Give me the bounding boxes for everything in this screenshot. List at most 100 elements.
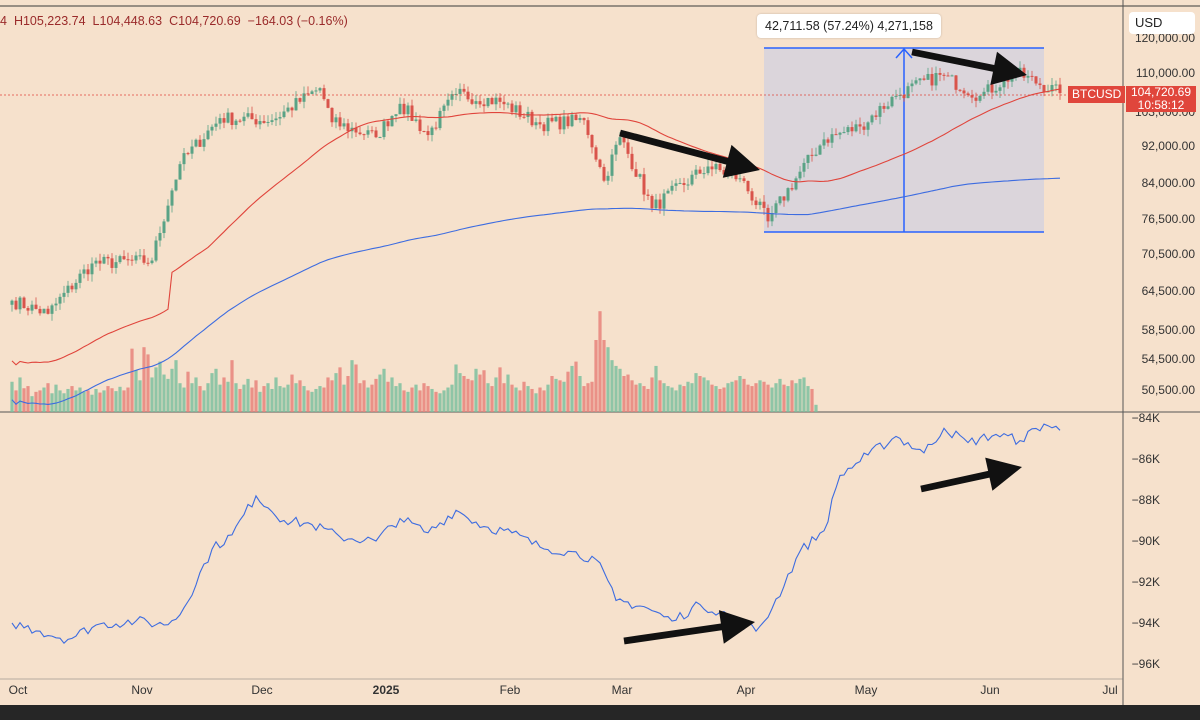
- candle-body: [754, 200, 758, 206]
- chart-canvas[interactable]: 120,000.00110,000.00103,000.0092,000.008…: [0, 0, 1200, 705]
- volume-bar: [786, 386, 790, 412]
- candle-body: [154, 240, 158, 261]
- volume-bar: [662, 383, 666, 412]
- candle-body: [134, 255, 138, 261]
- candle-body: [922, 78, 926, 80]
- arrow-top-right: [911, 48, 1027, 85]
- volume-bar: [370, 384, 374, 412]
- volume-bar: [646, 388, 650, 412]
- candle-body: [518, 105, 522, 117]
- volume-bar: [374, 378, 378, 412]
- volume-bar: [418, 390, 422, 412]
- volume-bar: [470, 380, 474, 412]
- candle-body: [270, 120, 274, 122]
- volume-bar: [302, 386, 306, 412]
- candle-body: [446, 99, 450, 106]
- candle-body: [378, 137, 382, 139]
- volume-bar: [590, 381, 594, 412]
- volume-bar: [78, 387, 82, 412]
- volume-bar: [670, 387, 674, 412]
- volume-bar: [42, 387, 46, 412]
- candle-body: [302, 93, 306, 102]
- volume-bar: [754, 383, 758, 412]
- candle-body: [574, 114, 578, 121]
- volume-bar: [38, 390, 42, 412]
- candle-body: [414, 119, 418, 121]
- candle-body: [282, 111, 286, 118]
- candle-body: [582, 118, 586, 121]
- currency-button[interactable]: USD: [1129, 12, 1195, 34]
- candle-body: [362, 134, 366, 136]
- candle-body: [814, 154, 818, 156]
- candle-body: [886, 106, 890, 109]
- volume-bar: [762, 381, 766, 412]
- annotation-arrows[interactable]: [619, 48, 1027, 645]
- candle-body: [1050, 84, 1054, 92]
- volume-bar: [750, 386, 754, 412]
- candle-body: [606, 175, 610, 181]
- volume-bar: [466, 378, 470, 412]
- price-tick-label: 54,500.00: [1142, 352, 1196, 366]
- candle-body: [794, 178, 798, 190]
- candle-body: [130, 259, 134, 261]
- candle-body: [102, 256, 106, 264]
- candle-body: [946, 75, 950, 77]
- price-tick-label: 84,000.00: [1142, 176, 1196, 190]
- candle-body: [738, 178, 742, 180]
- volume-bar: [278, 386, 282, 412]
- candle-body: [858, 124, 862, 127]
- indicator-line: [11, 423, 1061, 645]
- volume-bar: [402, 390, 406, 412]
- volume-bar: [738, 376, 742, 412]
- volume-bar: [578, 376, 582, 412]
- candle-body: [82, 269, 86, 274]
- volume-bar: [410, 387, 414, 412]
- candle-body: [174, 179, 178, 191]
- volume-bar: [218, 384, 222, 412]
- candle-body: [310, 91, 314, 94]
- volume-bar: [518, 390, 522, 412]
- volume-bar: [94, 388, 98, 412]
- candle-body: [34, 304, 38, 309]
- volume-bar: [46, 383, 50, 412]
- volume-bar: [290, 374, 294, 412]
- candle-body: [462, 88, 466, 92]
- indicator-tick-label: −84K: [1132, 411, 1160, 425]
- time-tick-label: Apr: [737, 683, 756, 697]
- candle-body: [910, 83, 914, 87]
- price-tick-label: 58,500.00: [1142, 323, 1196, 337]
- ohlc-prefix: 4: [0, 14, 7, 28]
- volume-bar: [86, 390, 90, 412]
- candle-body: [38, 308, 42, 314]
- volume-bar: [62, 393, 66, 412]
- measure-label: 42,711.58 (57.24%) 4,271,158: [757, 14, 941, 38]
- volume-bar: [134, 370, 138, 412]
- volume-bar: [170, 368, 174, 412]
- candle-body: [646, 194, 650, 196]
- volume-bar: [534, 393, 538, 412]
- volume-bar: [770, 387, 774, 412]
- candle-body: [718, 163, 722, 171]
- btc-chart[interactable]: 120,000.00 110,000.00 103,000.00 92,000.00 8…: [0, 0, 1200, 705]
- candle-body: [490, 98, 494, 105]
- volume-bar: [350, 360, 354, 412]
- candle-body: [850, 127, 854, 132]
- volume-bar: [634, 384, 638, 412]
- candle-body: [458, 88, 462, 94]
- candle-body: [694, 169, 698, 175]
- slow-ma-line: [11, 177, 1061, 405]
- volume-bar: [194, 377, 198, 412]
- volume-bar: [126, 387, 130, 412]
- candle-body: [1042, 85, 1046, 92]
- candle-body: [746, 180, 750, 192]
- candle-body: [394, 114, 398, 116]
- volume-bar: [546, 384, 550, 412]
- candle-body: [818, 145, 822, 155]
- candle-body: [638, 174, 642, 177]
- volume-bar: [118, 386, 122, 412]
- candle-body: [398, 103, 402, 115]
- volume-bar: [526, 386, 530, 412]
- candle-body: [226, 112, 230, 123]
- bottom-toolbar: [0, 705, 1200, 720]
- candle-body: [706, 166, 710, 174]
